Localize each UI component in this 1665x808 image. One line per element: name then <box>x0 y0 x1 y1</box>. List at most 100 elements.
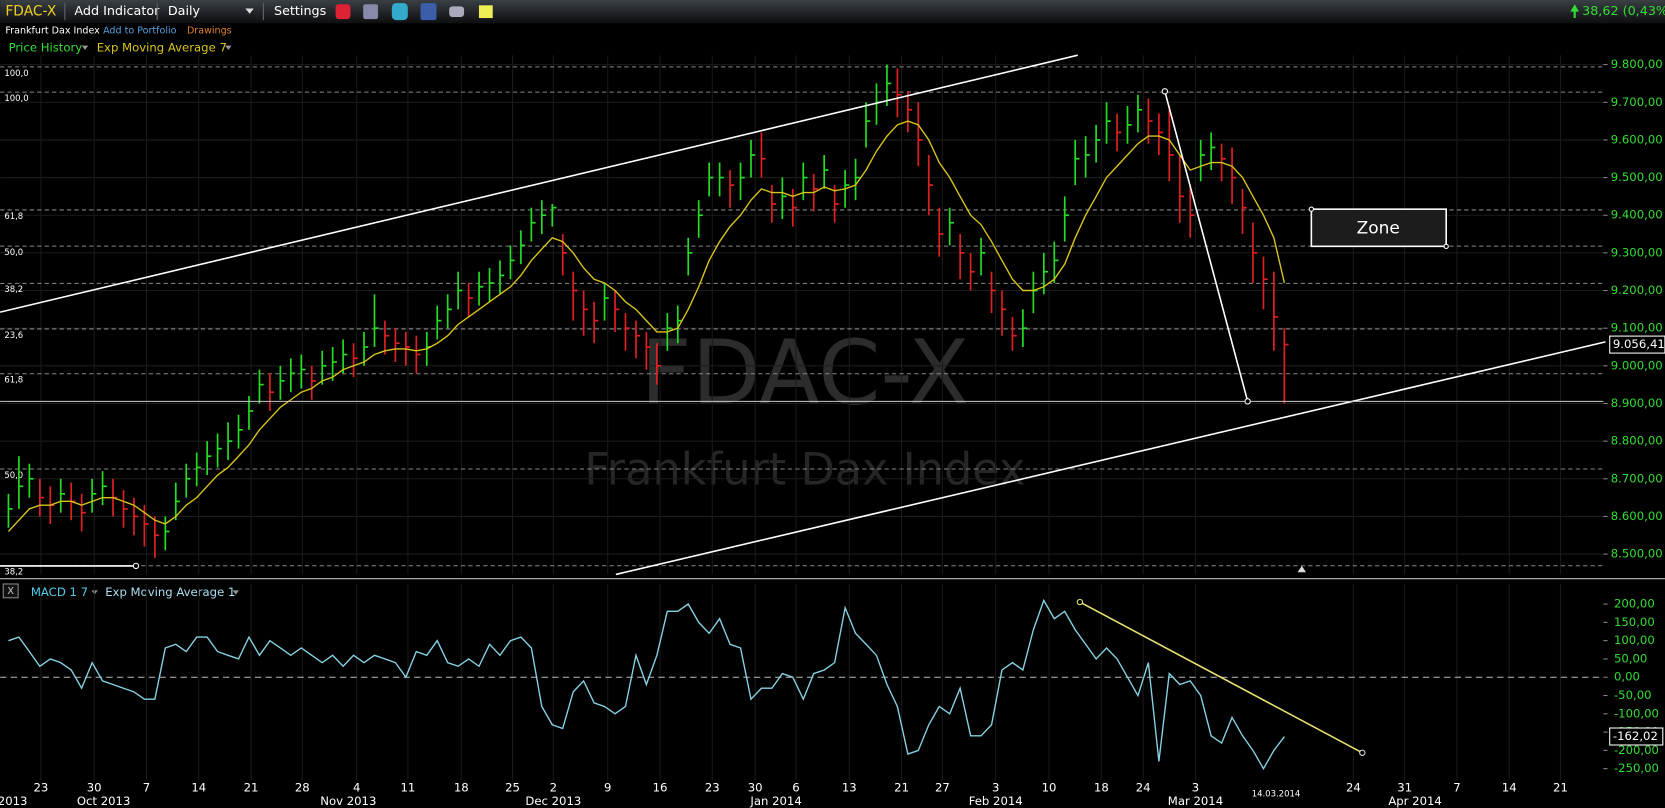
handle[interactable] <box>1308 206 1315 212</box>
x-tick-label: 3 <box>1192 780 1199 794</box>
x-tick-label: 31 <box>1397 780 1412 794</box>
close-pane[interactable] <box>2 583 19 599</box>
symbol[interactable]: FDAC-X <box>5 4 56 20</box>
handle[interactable] <box>1244 398 1251 405</box>
legend-macd[interactable]: MACD 1 7 <box>31 585 88 599</box>
layout-icon[interactable] <box>363 4 379 20</box>
x-tick-label: 13 <box>842 780 857 794</box>
settings[interactable]: Settings <box>274 4 327 19</box>
y-tick-label: 8.700,00 <box>1611 471 1663 485</box>
level-label: 38,2 <box>4 568 23 578</box>
month-label: Jan 2014 <box>749 794 801 808</box>
x-tick-label: 21 <box>244 780 259 794</box>
y-tick-label: -200,00 <box>1614 743 1659 757</box>
y-tick-label: 9.000,00 <box>1611 358 1663 372</box>
dropdown-arrow[interactable] <box>232 590 239 595</box>
y-tick-label: -100,00 <box>1614 706 1659 720</box>
handle[interactable] <box>132 562 140 570</box>
ema-line <box>7 120 1286 532</box>
interval[interactable]: Daily <box>168 4 201 19</box>
y-tick-label: -250,00 <box>1614 761 1659 775</box>
axes: 8.500,00 8.600,00 8.700,00 8.800,00 8.900,00… <box>0 57 1665 808</box>
drawings[interactable]: Drawings <box>187 25 232 36</box>
x-tick-label: 30 <box>748 780 763 794</box>
note-icon[interactable] <box>478 5 493 19</box>
y-tick-label: 8.600,00 <box>1611 509 1663 523</box>
y-tick-label: -50,00 <box>1614 688 1652 702</box>
y-tick-label: 9.600,00 <box>1611 132 1663 146</box>
add-indicator[interactable]: Add Indicator <box>74 4 160 19</box>
last-value-label: -162,02 <box>1613 729 1658 743</box>
y-tick-label: 9.100,00 <box>1611 321 1663 335</box>
level-label: 50,0 <box>4 248 23 258</box>
x-tick-label: 6 <box>792 780 799 794</box>
alarm-icon[interactable] <box>335 4 351 20</box>
trend-line[interactable] <box>1164 91 1249 402</box>
y-tick-label: 0,00 <box>1614 670 1640 684</box>
macd-trend-line[interactable] <box>1079 601 1363 754</box>
x-tick-label: 3 <box>992 780 999 794</box>
level-label: 50,0 <box>4 471 23 481</box>
handle[interactable] <box>1359 749 1366 756</box>
zone-box[interactable] <box>1310 208 1447 248</box>
handle[interactable] <box>1443 243 1449 249</box>
month-label: Dec 2013 <box>525 794 581 808</box>
up-arrow <box>1570 4 1579 19</box>
x-tick-label: 11 <box>401 780 416 794</box>
macd-line <box>8 598 1285 771</box>
x-tick-label: 7 <box>1453 780 1460 794</box>
level-label: 100,0 <box>4 94 28 104</box>
x-tick-label: 27 <box>935 780 950 794</box>
last-value-badge <box>1609 727 1664 746</box>
legend-ema[interactable]: Exp Moving Average 7 <box>97 40 227 54</box>
x-tick-label: 23 <box>705 780 720 794</box>
level-label: 38,2 <box>4 285 23 295</box>
y-tick-label: 9.800,00 <box>1611 57 1663 71</box>
x-tick-label: 9 <box>604 780 611 794</box>
macd-plot <box>0 583 1604 781</box>
x-tick-label: 30 <box>87 780 102 794</box>
y-tick-label: 9.700,00 <box>1611 95 1663 109</box>
price-change: 38,62 (0,43%) <box>1582 4 1665 19</box>
handle[interactable] <box>1161 88 1169 95</box>
trend-line[interactable] <box>615 341 1606 576</box>
level-label: 23,6 <box>4 331 23 341</box>
x-tick-label: 28 <box>295 780 310 794</box>
level-label: 61,8 <box>4 212 23 222</box>
x-tick-label: 21 <box>1553 780 1568 794</box>
instrument: Frankfurt Dax Index <box>5 25 100 36</box>
dropdown-arrow[interactable] <box>81 45 89 50</box>
y-tick-label: 9.500,00 <box>1611 170 1663 184</box>
month-label: Apr 2014 <box>1388 794 1442 808</box>
drawings-layer: Zone <box>0 54 1606 756</box>
cursor-marker <box>1297 565 1307 573</box>
x-tick-label: 16 <box>653 780 668 794</box>
dropdown-arrow[interactable] <box>245 8 254 14</box>
y-tick-label: 8.900,00 <box>1611 396 1663 410</box>
x-tick-label: 24 <box>1346 780 1361 794</box>
facebook-icon[interactable] <box>420 3 437 21</box>
y-tick-label: 50,00 <box>1614 651 1647 665</box>
y-tick-label: 9.400,00 <box>1611 208 1663 222</box>
legend-price[interactable]: Price History <box>9 40 83 54</box>
handle[interactable] <box>1076 598 1084 606</box>
add-to-portfolio[interactable]: Add to Portfolio <box>103 25 177 36</box>
zone-label: Zone <box>1357 218 1400 238</box>
twitter-icon[interactable] <box>391 3 408 21</box>
y-tick-label: 150,00 <box>1614 615 1655 629</box>
close-x[interactable]: X <box>7 586 14 597</box>
toolbar <box>0 0 1665 24</box>
trend-line[interactable] <box>0 54 1078 313</box>
x-tick-label: 4 <box>353 780 360 794</box>
x-tick-label: 24 <box>1136 780 1151 794</box>
x-tick-label: 14 <box>1502 780 1517 794</box>
camera-icon[interactable] <box>449 6 465 17</box>
y-tick-label: 9.200,00 <box>1611 283 1663 297</box>
dropdown-arrow[interactable] <box>225 45 232 50</box>
legend-ema1[interactable]: Exp Moving Average 1 <box>105 585 235 599</box>
x-tick-label: 18 <box>454 780 469 794</box>
y-tick-label: 100,00 <box>1614 633 1655 647</box>
x-tick-label: 14 <box>191 780 206 794</box>
